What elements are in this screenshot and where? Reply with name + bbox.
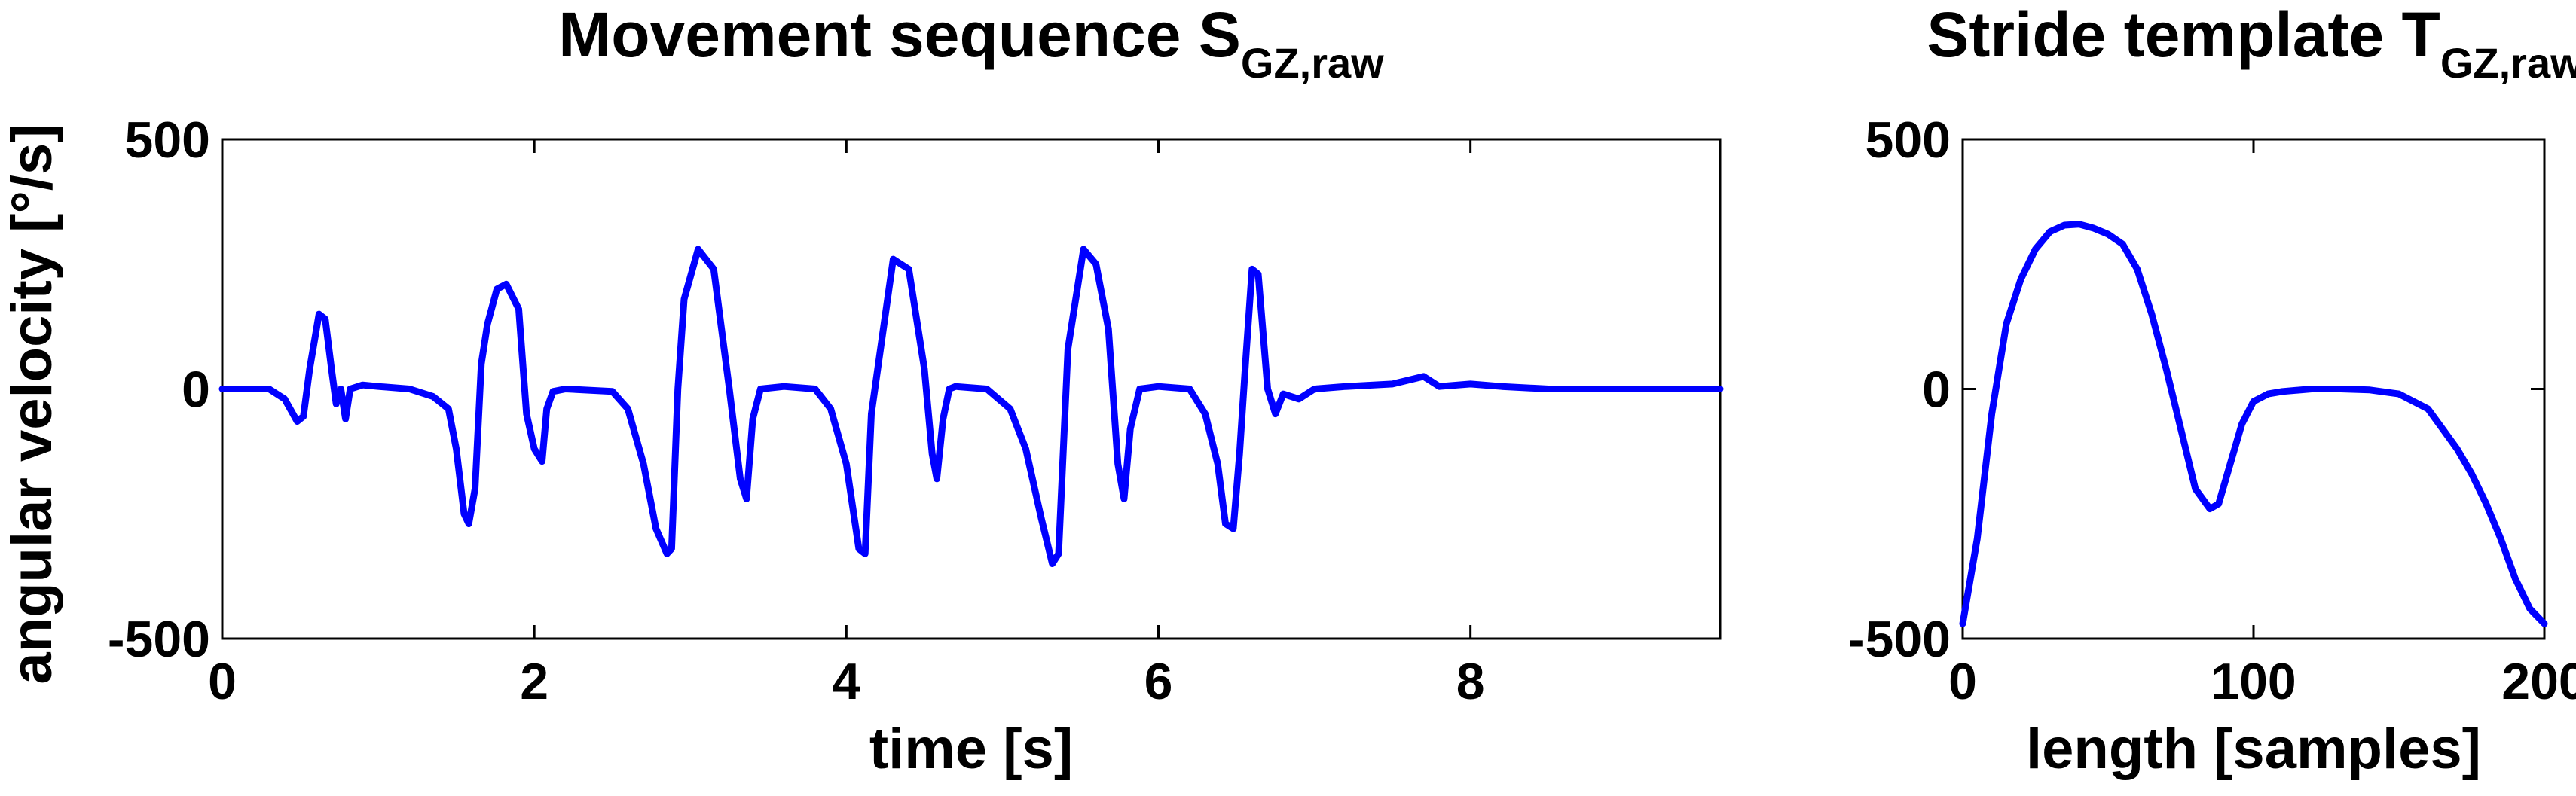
x-axis-label: time [s] — [869, 717, 1073, 781]
y-tick-label: 0 — [1922, 361, 1951, 419]
x-tick-label: 0 — [1948, 653, 1977, 710]
x-tick-label: 0 — [208, 653, 237, 710]
chart-title-subscript: GZ,raw — [1241, 39, 1384, 87]
chart-title-main: Stride template T — [1927, 0, 2440, 70]
x-tick-label: 200 — [2501, 653, 2576, 710]
y-tick-label: -500 — [108, 611, 210, 668]
chart-title: Stride template TGZ,raw — [1927, 0, 2576, 87]
chart-title: Movement sequence SGZ,raw — [558, 0, 1384, 87]
x-tick-label: 100 — [2211, 653, 2296, 710]
x-tick-label: 8 — [1456, 653, 1485, 710]
y-tick-label: 500 — [125, 111, 210, 169]
y-tick-label: 0 — [182, 361, 210, 419]
series-line — [218, 246, 1724, 567]
x-tick-label: 6 — [1144, 653, 1173, 710]
axes-frame — [1961, 138, 2546, 640]
y-axis-label: angular velocity [°/s] — [0, 124, 64, 684]
chart-title-main: Movement sequence S — [558, 0, 1241, 70]
series-line — [1959, 221, 2548, 627]
x-tick-label: 2 — [520, 653, 549, 710]
y-tick-label: -500 — [1848, 611, 1951, 668]
chart-title-subscript: GZ,raw — [2440, 39, 2576, 87]
y-tick-label: 500 — [1866, 111, 1951, 169]
x-tick-label: 4 — [832, 653, 860, 710]
x-axis-label: length [samples] — [2026, 717, 2481, 781]
